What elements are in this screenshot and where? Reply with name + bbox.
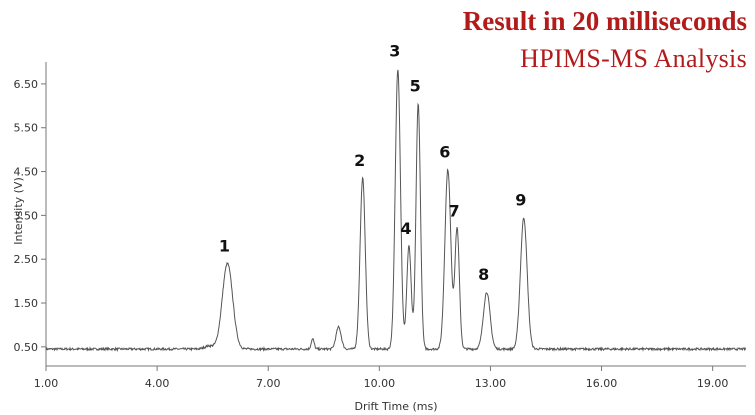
peak-label: 4: [400, 219, 411, 238]
peak-label: 9: [515, 191, 526, 210]
x-tick-label: 19.00: [697, 377, 729, 390]
x-axis-label: Drift Time (ms): [355, 400, 438, 413]
y-tick-label: 0.50: [14, 341, 39, 354]
x-tick-label: 7.00: [256, 377, 281, 390]
y-tick-label: 4.50: [14, 166, 39, 179]
peak-labels-group: 1 2 3 4 5 6 7 8 9: [219, 42, 526, 284]
x-tick-label: 4.00: [145, 377, 170, 390]
signal-trace: [45, 69, 747, 353]
peak-label: 8: [478, 265, 489, 284]
peak-label: 3: [389, 42, 400, 61]
chart-title: Result in 20 milliseconds: [462, 6, 747, 36]
peak-label: 2: [354, 151, 365, 170]
y-tick-label: 5.50: [14, 122, 39, 135]
axes-group: 1.00 4.00 7.00 10.00 13.00 16.00 19.00 0.50 1.50…: [14, 62, 746, 390]
trace-group: [45, 69, 747, 353]
x-tick-label: 10.00: [364, 377, 396, 390]
y-tick-label: 6.50: [14, 78, 39, 91]
x-tick-label: 13.00: [475, 377, 507, 390]
y-tick-label: 2.50: [14, 253, 39, 266]
x-tick-label: 16.00: [586, 377, 618, 390]
peak-label: 5: [410, 77, 421, 96]
peak-label: 6: [439, 142, 450, 161]
peak-label: 7: [449, 202, 460, 221]
x-tick-label: 1.00: [34, 377, 59, 390]
y-tick-label: 3.50: [14, 209, 39, 222]
chart-subtitle: HPIMS-MS Analysis: [520, 44, 747, 73]
peak-label: 1: [219, 237, 230, 256]
y-tick-label: 1.50: [14, 297, 39, 310]
y-axis-label: Intensity (V): [12, 177, 25, 244]
